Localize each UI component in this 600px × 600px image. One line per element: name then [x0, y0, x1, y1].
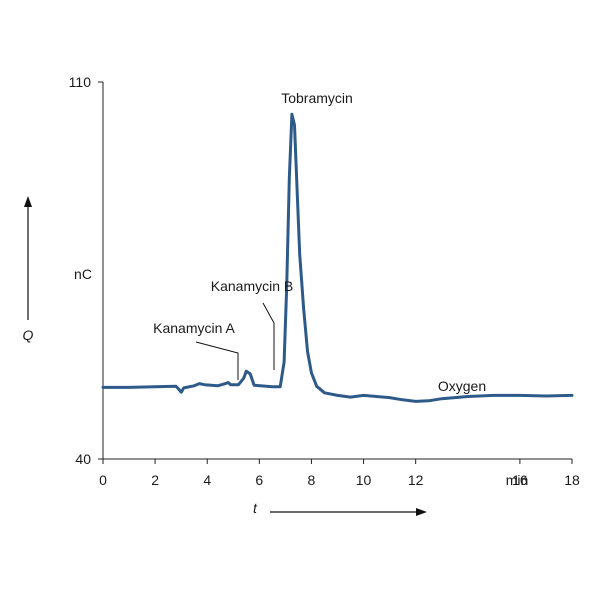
y-axis-label: Q	[23, 327, 34, 343]
kanamycin-b-leader	[262, 302, 275, 370]
x-tick-label: 16	[512, 472, 528, 488]
x-tick-label: 12	[408, 472, 424, 488]
x-tick-label: 10	[356, 472, 372, 488]
x-tick-label: 8	[308, 472, 316, 488]
series-line	[101, 112, 574, 403]
kanamycin-a-leader	[195, 341, 239, 380]
y-tick-label: 110	[69, 74, 92, 90]
annotation-kanamycin-a: Kanamycin A	[153, 320, 235, 336]
annotation-kanamycin-b: Kanamycin B	[211, 278, 293, 294]
annotation-oxygen: Oxygen	[438, 378, 486, 394]
y-ticks: 40 110	[69, 74, 103, 467]
x-tick-label: 18	[564, 472, 580, 488]
annotation-tobramycin: Tobramycin	[281, 90, 353, 106]
x-direction-arrowhead	[416, 508, 427, 516]
x-ticks: 0 2 4 6 8 10 12 16 18	[99, 459, 580, 488]
y-unit-label: nC	[74, 266, 92, 282]
x-axis-label: t	[253, 500, 258, 516]
y-tick-label: 40	[75, 451, 91, 467]
y-direction-arrowhead	[24, 196, 32, 207]
x-tick-label: 4	[203, 472, 211, 488]
x-tick-label: 2	[151, 472, 159, 488]
x-tick-label: 6	[255, 472, 263, 488]
x-tick-label: 0	[99, 472, 107, 488]
x-unit-label: min	[506, 472, 529, 488]
